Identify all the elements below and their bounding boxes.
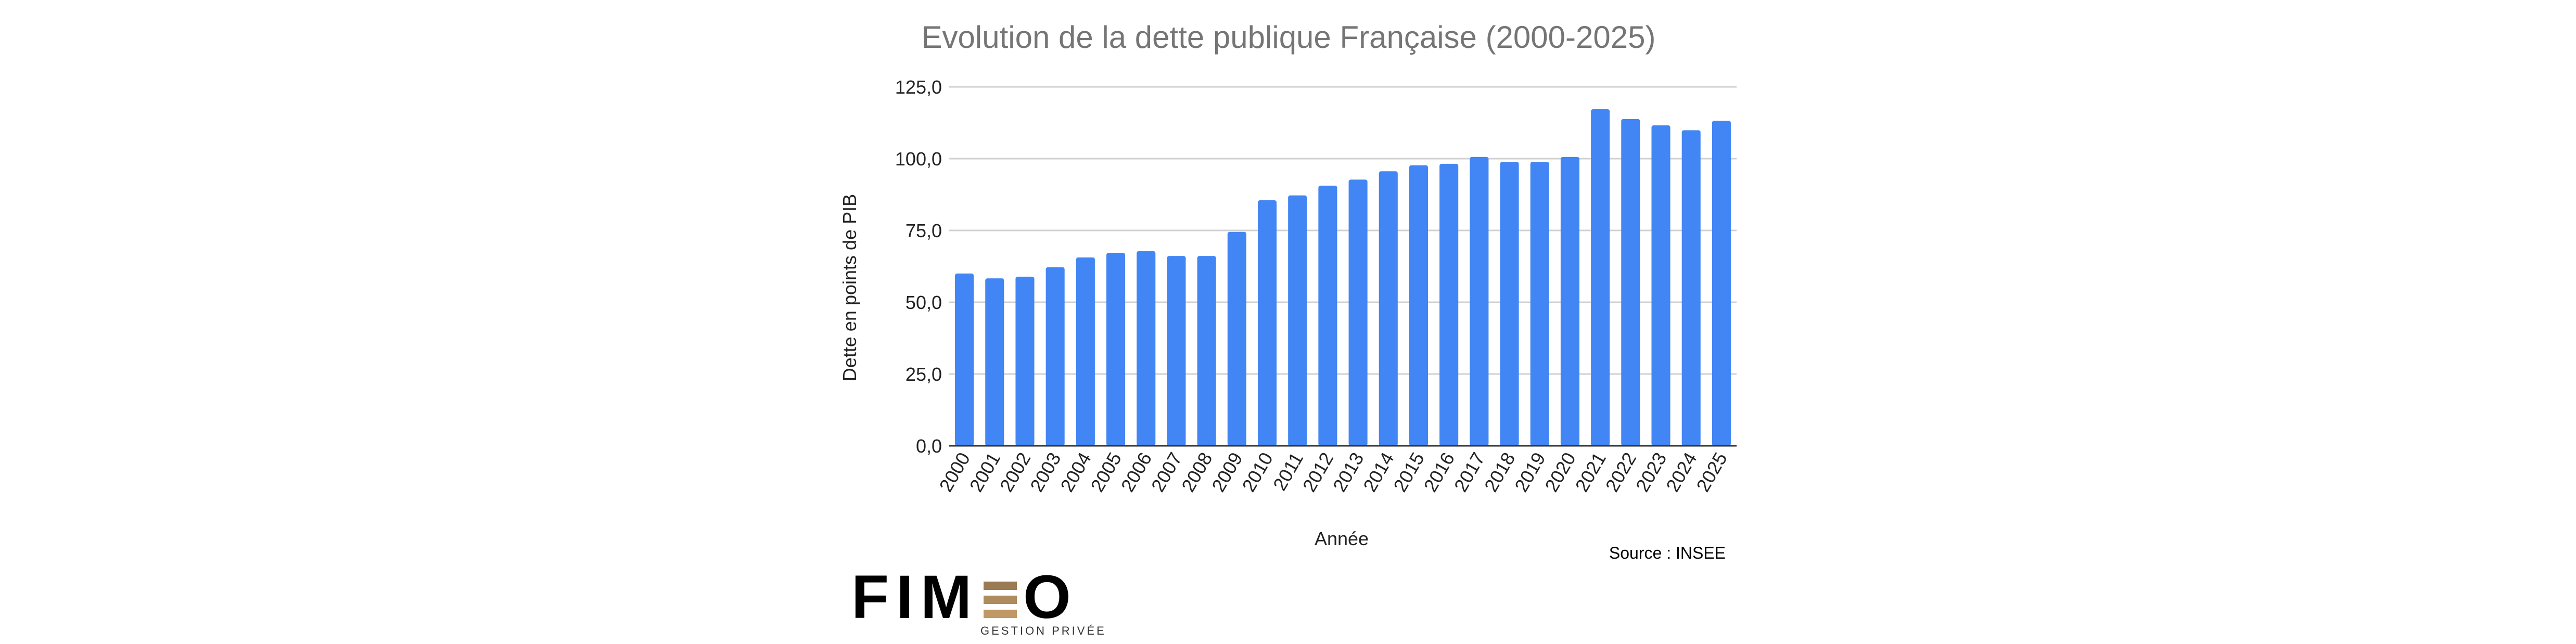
x-tick-label: 2014 [1359,449,1398,496]
bar-2000 [955,273,974,446]
gridlines [949,86,1737,375]
bar-2003 [1045,267,1065,446]
x-tick-label: 2020 [1540,449,1580,496]
x-tick-label: 2013 [1329,449,1368,496]
bar-2024 [1681,130,1701,446]
bar-2007 [1167,256,1186,446]
logo-bar-2 [984,596,1017,604]
bar-2020 [1560,157,1579,446]
bars [955,109,1731,446]
x-tick-label: 2022 [1601,449,1641,496]
y-tick-label: 0,0 [916,435,942,457]
bar-2011 [1288,195,1307,446]
x-axis-title: Année [1315,528,1369,549]
x-tick-label: 2001 [965,449,1005,496]
bar-2015 [1409,165,1429,446]
x-tick-label: 2023 [1631,449,1671,496]
y-tick-label: 25,0 [906,364,942,385]
y-axis-ticks: 0,0 25,0 50,0 75,0 100,0 125,0 [895,76,942,457]
x-tick-label: 2009 [1207,449,1247,496]
bar-2018 [1500,162,1519,446]
bar-2009 [1227,231,1246,446]
logo-letter-o: O [1023,563,1078,632]
x-tick-label: 2021 [1571,449,1611,496]
logo-letters-fim: FIM [851,563,979,632]
bar-2006 [1137,251,1156,446]
logo-tagline: GESTION PRIVÉE [980,624,1106,637]
fimeo-logo: FIM O GESTION PRIVÉE [851,563,1106,637]
bar-2010 [1257,200,1277,446]
bar-2023 [1651,125,1670,446]
bar-2002 [1015,276,1035,446]
y-tick-label: 50,0 [906,292,942,313]
x-tick-label: 2019 [1510,449,1550,496]
x-tick-label: 2017 [1450,449,1489,496]
bar-2013 [1348,179,1368,446]
x-tick-label: 2007 [1147,449,1187,496]
bar-2014 [1379,171,1398,446]
y-tick-label: 125,0 [895,76,942,98]
x-tick-label: 2025 [1692,449,1731,496]
x-tick-label: 2010 [1238,449,1277,496]
bar-2019 [1530,162,1549,446]
x-axis-ticks: 2000200120022003200420052006200720082009… [935,449,1731,496]
x-tick-label: 2005 [1086,449,1126,496]
x-tick-label: 2016 [1420,449,1459,496]
x-tick-label: 2018 [1480,449,1520,496]
logo-bar-1 [984,582,1017,590]
x-tick-label: 2011 [1269,449,1307,495]
bar-2004 [1076,257,1095,446]
bar-2025 [1712,121,1731,446]
y-axis-title: Dette en points de PIB [839,194,860,381]
bar-2008 [1197,256,1216,446]
logo-bar-3 [984,610,1017,618]
x-tick-label: 2002 [996,449,1035,496]
bar-2017 [1470,157,1489,446]
x-tick-label: 2012 [1298,449,1338,496]
source-note: Source : INSEE [1609,544,1726,562]
bar-2012 [1318,185,1337,446]
bar-2021 [1591,109,1610,446]
x-tick-label: 2004 [1056,449,1095,496]
x-tick-label: 2024 [1662,449,1701,496]
y-tick-label: 100,0 [895,148,942,170]
bar-2016 [1439,163,1459,446]
y-tick-label: 75,0 [906,220,942,241]
bar-2005 [1106,253,1126,446]
bar-2022 [1621,119,1640,446]
bar-2001 [985,278,1004,446]
x-tick-label: 2008 [1177,449,1217,496]
x-tick-label: 2003 [1026,449,1065,496]
x-tick-label: 2006 [1117,449,1156,496]
chart-title: Evolution de la dette publique Française… [922,20,1656,55]
x-tick-label: 2015 [1389,449,1429,496]
